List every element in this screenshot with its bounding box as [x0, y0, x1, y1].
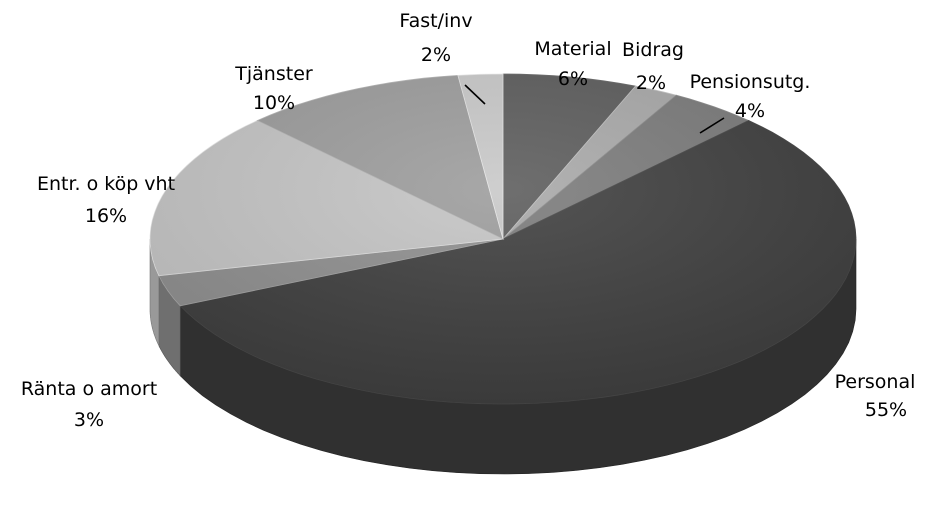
slice-label-name: Entr. o köp vht [37, 173, 175, 195]
slice-label-value: 2% [636, 72, 666, 94]
slice-label-value: 55% [865, 399, 907, 421]
slice-label-value: 2% [421, 44, 451, 66]
pie-slices [149, 73, 857, 405]
slice-labels: Material 6% Bidrag 2% Pensionsutg. 4% Pe… [21, 10, 916, 431]
leader-line-fast-inv [464, 84, 486, 105]
leader-line-pensionsutg [699, 117, 725, 134]
pie-sides [149, 238, 857, 475]
slice-label-name: Material [534, 38, 611, 60]
slice-label-value: 6% [558, 68, 588, 90]
slice-label-name: Personal [835, 371, 916, 393]
slice-label-name: Bidrag [622, 39, 684, 61]
slice-label-name: Fast/inv [399, 10, 472, 32]
slice-label-name: Ränta o amort [21, 378, 157, 400]
pie-top-sheen [150, 74, 856, 404]
slice-label-value: 3% [74, 409, 104, 431]
leader-lines [464, 84, 725, 134]
slice-label-name: Tjänster [234, 63, 313, 85]
slice-label-name: Pensionsutg. [690, 71, 811, 93]
slice-label-value: 16% [85, 205, 127, 227]
slice-label-value: 4% [735, 100, 765, 122]
slice-label-value: 10% [253, 92, 295, 114]
